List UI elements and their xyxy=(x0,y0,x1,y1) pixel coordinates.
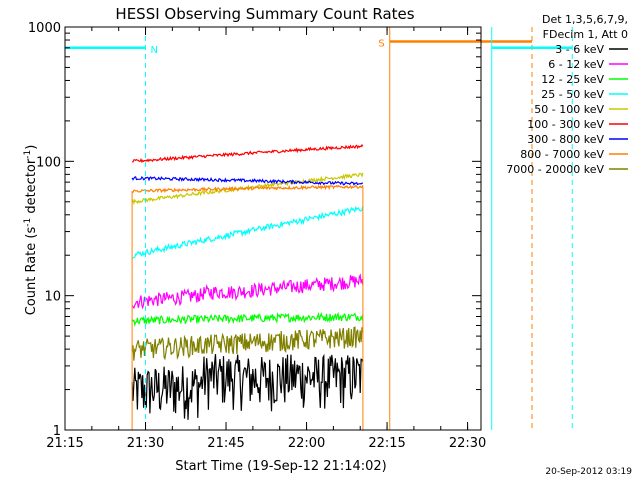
series-line-7 xyxy=(131,175,364,186)
flag-label-2: S xyxy=(378,38,384,49)
flag-label-1: N xyxy=(151,45,158,56)
legend-label-5: 50 - 100 keV xyxy=(534,103,604,116)
series-line-6 xyxy=(131,143,364,164)
x-tick-label-1: 21:30 xyxy=(127,436,164,451)
y-tick-label-2: 100 xyxy=(36,155,61,170)
x-tick-label-2: 21:45 xyxy=(207,436,244,451)
legend-header-line-1: Det 1,3,5,6,7,9, xyxy=(542,13,628,26)
timestamp: 20-Sep-2012 03:19 xyxy=(545,467,632,477)
y-axis-label-sup2: -1 xyxy=(23,150,33,159)
legend-label-4: 25 - 50 keV xyxy=(541,88,604,101)
y-axis-label-base: Count Rate (s xyxy=(24,227,39,316)
series-line-8 xyxy=(131,184,364,194)
y-axis-label: Count Rate (s-1 detector-1) xyxy=(23,145,39,316)
legend-label-8: 800 - 7000 keV xyxy=(520,148,604,161)
x-axis-label: Start Time (19-Sep-12 21:14:02) xyxy=(175,459,386,474)
legend-label-2: 6 - 12 keV xyxy=(548,58,604,71)
x-tick-label-4: 22:15 xyxy=(368,436,405,451)
x-tick-label-0: 21:15 xyxy=(46,436,83,451)
y-tick-label-0: 1 xyxy=(53,424,61,439)
axis-layer: 21:15 21:30 21:45 22:00 22:15 22:30 1 10 100 1000 xyxy=(28,21,486,451)
series-line-9 xyxy=(131,326,364,361)
legend: Det 1,3,5,6,7,9, FDecim 1, Att 0 3 - 6 k… xyxy=(506,13,628,176)
legend-label-3: 12 - 25 keV xyxy=(541,73,604,86)
series-line-3 xyxy=(131,311,364,328)
series-line-2 xyxy=(131,273,364,310)
legend-label-6: 100 - 300 keV xyxy=(527,118,604,131)
series-line-1 xyxy=(131,353,364,420)
chart-title: HESSI Observing Summary Count Rates xyxy=(115,5,414,23)
series-line-4 xyxy=(131,205,364,259)
plot-frame xyxy=(64,26,482,431)
y-axis-label-sup1: -1 xyxy=(23,218,33,227)
y-axis-label-end: ) xyxy=(24,145,39,150)
legend-label-1: 3 - 6 keV xyxy=(555,43,604,56)
y-axis-label-mid: detector xyxy=(24,158,39,218)
y-tick-label-1: 10 xyxy=(44,290,61,305)
x-tick-label-5: 22:30 xyxy=(449,436,486,451)
y-tick-label-3: 1000 xyxy=(28,21,61,36)
x-tick-label-3: 22:00 xyxy=(288,436,325,451)
plot-area xyxy=(131,143,364,430)
legend-header-line-2: FDecim 1, Att 0 xyxy=(543,28,628,41)
legend-label-7: 300 - 800 keV xyxy=(527,133,604,146)
legend-label-9: 7000 - 20000 keV xyxy=(506,163,604,176)
